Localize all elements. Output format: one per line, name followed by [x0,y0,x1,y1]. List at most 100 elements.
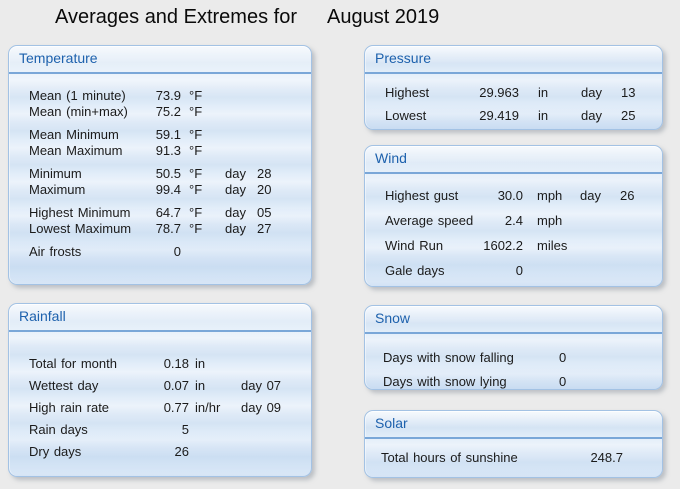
stat-row-highest-minimum: Highest Minimum 64.7 °F day 05 [29,204,311,220]
stat-row-mean-min-max: Mean (min+max) 75.2 °F [29,103,311,119]
stat-row-minimum: Minimum 50.5 °F day 28 [29,165,311,181]
stat-label: Days with snow lying [383,373,507,389]
stat-label: Lowest [385,108,427,123]
stat-value: 50.5 [155,165,181,181]
panel-wind: Wind Highest gust 30.0 mph day 26 Averag… [364,145,663,287]
panel-snow-header: Snow [365,306,662,334]
stat-unit: mph [537,188,563,203]
stat-value: 59.1 [155,126,181,142]
stat-value: 29.963 [479,85,519,100]
stat-row-maximum: Maximum 99.4 °F day 20 [29,181,311,197]
stat-unit: °F [189,220,203,236]
panel-temperature: Temperature Mean (1 minute) 73.9 °F Mean… [8,45,312,285]
panel-pressure: Pressure Highest 29.963 in day 13 Lowest… [364,45,663,130]
stat-day-label: day [225,220,246,236]
stat-label: Highest Minimum [29,204,131,220]
stat-label: Rain days [29,421,88,437]
panel-rainfall-rows: Total for month 0.18 in Wettest day 0.07… [9,332,311,462]
stat-row-high-rain-rate: High rain rate 0.77 in/hr day 09 [29,396,311,418]
panel-temperature-rows: Mean (1 minute) 73.9 °F Mean (min+max) 7… [9,74,311,259]
stat-label: Highest [385,85,430,100]
stat-day-label: day [225,204,246,220]
stat-day-label: day [225,165,246,181]
stat-label: Total hours of sunshine [381,449,518,465]
stat-row-pressure-lowest: Lowest 29.419 in day 25 [385,104,662,127]
stat-unit: in [538,85,549,100]
stat-value: 0 [173,243,181,259]
stat-value: 78.7 [155,220,181,236]
stat-label: Wettest day [29,377,99,393]
stat-row-sunshine-hours: Total hours of sunshine 248.7 [381,445,662,469]
stat-day-value: 13 [621,85,636,100]
stat-value: 91.3 [155,142,181,158]
stat-label: High rain rate [29,399,110,415]
stat-unit: °F [189,103,203,119]
stat-unit: miles [537,238,568,253]
panel-snow-rows: Days with snow falling 0 Days with snow … [365,334,662,389]
stat-day-label: day [581,108,602,123]
panel-snow-title: Snow [375,310,411,326]
panel-solar-title: Solar [375,415,408,431]
stat-row-pressure-highest: Highest 29.963 in day 13 [385,81,662,104]
stat-day-value: 27 [257,220,272,236]
stat-row-lowest-maximum: Lowest Maximum 78.7 °F day 27 [29,220,311,236]
stat-unit: in [195,377,206,393]
stat-label: Gale days [385,263,445,278]
stat-label: Mean (min+max) [29,103,128,119]
stat-row-average-speed: Average speed 2.4 mph [385,208,662,233]
panel-temperature-header: Temperature [9,46,311,74]
stat-row-total-for-month: Total for month 0.18 in [29,352,311,374]
stat-value: 30.0 [497,188,523,203]
stat-value: 64.7 [155,204,181,220]
stat-unit: °F [189,87,203,103]
panel-rainfall: Rainfall Total for month 0.18 in Wettest… [8,303,312,477]
stat-row-gale-days: Gale days 0 [385,258,662,283]
stat-label: Days with snow falling [383,349,514,365]
panel-wind-rows: Highest gust 30.0 mph day 26 Average spe… [365,174,662,283]
panel-wind-header: Wind [365,146,662,174]
panel-pressure-rows: Highest 29.963 in day 13 Lowest 29.419 i… [365,74,662,127]
stat-unit: °F [189,204,203,220]
stat-value: 0 [515,263,523,278]
stat-label: Highest gust [385,188,459,203]
stat-value: 0 [559,373,567,389]
panel-pressure-header: Pressure [365,46,662,74]
stat-label: Lowest Maximum [29,220,132,236]
panel-rainfall-title: Rainfall [19,308,66,324]
stat-value: 26 [174,443,189,459]
stat-unit: in [538,108,549,123]
stat-row-wettest-day: Wettest day 0.07 in day 07 [29,374,311,396]
stat-label: Dry days [29,443,82,459]
stat-day: day 07 [241,377,282,393]
stat-day-value: 20 [257,181,272,197]
stat-value: 0.07 [163,377,189,393]
stat-day-value: 05 [257,204,272,220]
stat-label: Minimum [29,165,82,181]
stat-row-mean-minimum: Mean Minimum 59.1 °F [29,126,311,142]
stat-row-mean-1-minute: Mean (1 minute) 73.9 °F [29,87,311,103]
stat-value: 73.9 [155,87,181,103]
stat-row-rain-days: Rain days 5 [29,418,311,440]
panel-snow: Snow Days with snow falling 0 Days with … [364,305,663,390]
stat-value: 5 [181,421,189,437]
stat-unit: °F [189,165,203,181]
stat-value: 29.419 [479,108,519,123]
panel-pressure-title: Pressure [375,50,432,66]
stat-row-dry-days: Dry days 26 [29,440,311,462]
stat-value: 75.2 [155,103,181,119]
stat-value: 0.18 [163,355,189,371]
stat-row-snow-lying: Days with snow lying 0 [383,369,662,389]
stat-value: 0.77 [163,399,189,415]
stat-day-value: 28 [257,165,272,181]
panel-rainfall-header: Rainfall [9,304,311,332]
stat-value: 1602.2 [483,238,523,253]
panel-wind-title: Wind [375,150,407,166]
stat-label: Wind Run [385,238,444,253]
stat-value: 0 [559,349,567,365]
stat-value: 99.4 [155,181,181,197]
stat-label: Maximum [29,181,86,197]
stat-day-label: day [581,85,602,100]
stat-label: Average speed [385,213,474,228]
stat-day-value: 26 [620,188,635,203]
